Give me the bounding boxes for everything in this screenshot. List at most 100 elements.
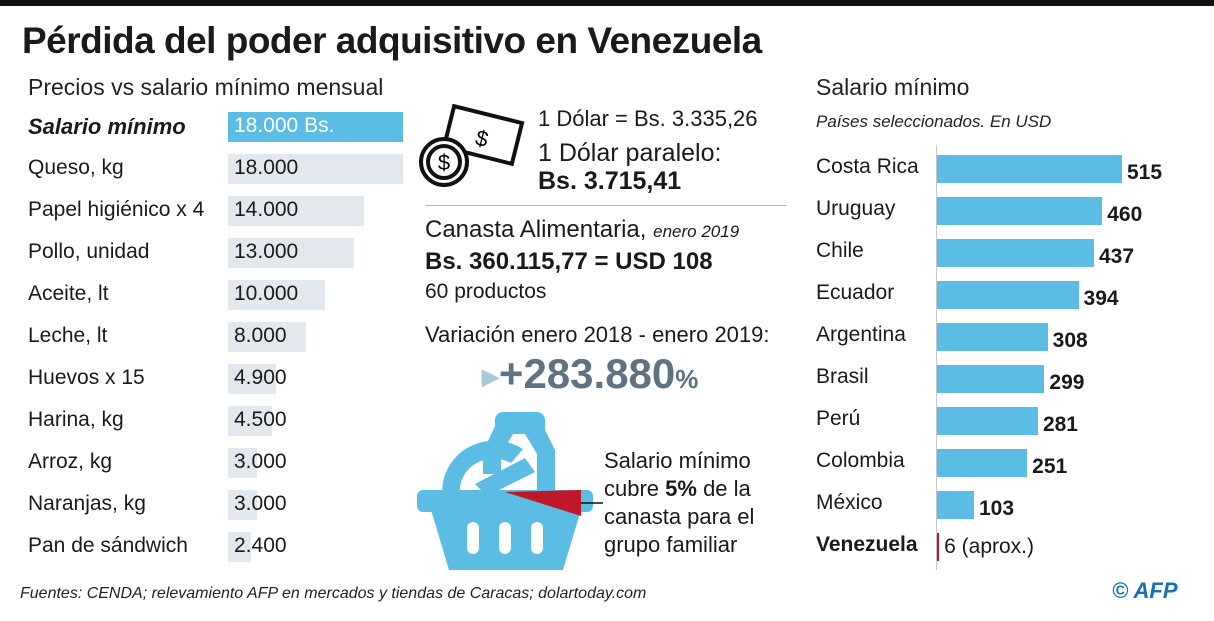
bar <box>228 280 326 310</box>
bar <box>937 491 974 519</box>
bar-row: Ecuador 394 <box>0 281 1214 310</box>
bar <box>937 155 1122 183</box>
bar-label: Naranjas, kg <box>28 492 146 515</box>
bar-label: Pan de sándwich <box>28 534 188 557</box>
bar <box>228 112 403 142</box>
bar-row: Aceite, lt 10.000 <box>0 280 420 310</box>
axis-line <box>936 145 937 570</box>
bar-row: Salario mínimo 18.000 Bs. <box>0 112 420 142</box>
variacion-label: Variación enero 2018 - enero 2019: <box>425 322 770 347</box>
top-rule <box>0 0 1214 6</box>
bar <box>228 490 258 520</box>
bar-value: 3.000 <box>234 450 287 473</box>
bar-label: Harina, kg <box>28 408 124 431</box>
bar-value: 515 <box>1127 161 1163 184</box>
bar-row: Arroz, kg 3.000 <box>0 448 420 478</box>
left-chart-title: Precios vs salario mínimo mensual <box>28 74 384 100</box>
bar-row: Venezuela 6 (aprox.) <box>0 533 1214 561</box>
coverage-note: Salario mínimo cubre 5% de la canasta pa… <box>604 447 754 559</box>
cover-wedge <box>505 490 581 516</box>
right-chart-subtitle: Países seleccionados. En USD <box>816 112 1052 131</box>
cover-percent: 5% <box>665 476 697 501</box>
cover-line-3: canasta para el <box>604 504 755 529</box>
bar-value: 4.500 <box>234 408 287 431</box>
bar-value: 4.900 <box>234 366 287 389</box>
bar-label: Leche, lt <box>28 324 108 347</box>
paralelo-label: 1 Dólar paralelo: <box>538 139 722 167</box>
bar-row: Pan de sándwich 2.400 <box>0 532 420 562</box>
divider <box>425 205 787 206</box>
canasta-label: Canasta Alimentaria, enero 2019 <box>425 216 739 244</box>
bar-label: Queso, kg <box>28 156 124 179</box>
bar-value: 460 <box>1107 203 1143 226</box>
bar-row: Papel higiénico x 4 14.000 <box>0 196 420 226</box>
bar-label: Colombia <box>816 449 905 472</box>
bar-row: Leche, lt 8.000 <box>0 322 420 352</box>
bar-label: México <box>816 491 883 514</box>
bar-value: 394 <box>1083 287 1119 310</box>
bar <box>228 154 403 184</box>
bar-value: 8.000 <box>234 324 287 347</box>
bar-row: Uruguay 460 <box>0 197 1214 226</box>
variacion-value: ▶+283.880% <box>482 350 698 398</box>
bar-label: Argentina <box>816 323 906 346</box>
bar-label: Salario mínimo <box>28 114 186 139</box>
bar <box>937 281 1079 309</box>
bar-label: Uruguay <box>816 197 896 220</box>
bar-row: Perú 281 <box>0 407 1214 436</box>
cover-text: de la <box>696 476 751 501</box>
dolar-rate: 1 Dólar = Bs. 3.335,26 <box>538 106 758 131</box>
money-icon: $ $ <box>419 104 525 187</box>
canasta-date: enero 2019 <box>653 222 740 241</box>
bar-label: Papel higiénico x 4 <box>28 198 205 221</box>
bar-value: 10.000 <box>234 282 299 305</box>
bar <box>228 238 355 268</box>
bar-value: 6 (aprox.) <box>944 535 1035 558</box>
bar-label: Arroz, kg <box>28 450 113 473</box>
bar-value: 14.000 <box>234 198 299 221</box>
bar-value: 308 <box>1052 329 1088 352</box>
bar-value: 18.000 Bs. <box>234 114 335 137</box>
canasta-text: Canasta Alimentaria, <box>425 216 647 243</box>
source-note: Fuentes: CENDA; relevamiento AFP en merc… <box>20 585 647 602</box>
percent-sign: % <box>675 364 699 394</box>
bar <box>937 239 1094 267</box>
cover-line-2: cubre 5% de la <box>604 475 754 503</box>
bar-row: México 103 <box>0 491 1214 520</box>
bar <box>937 197 1103 225</box>
bar-row: Colombia 251 <box>0 449 1214 478</box>
bar-row: Argentina 308 <box>0 323 1214 352</box>
bar-row: Harina, kg 4.500 <box>0 406 420 436</box>
bar-row: Costa Rica 515 <box>0 155 1214 184</box>
bar-row: Chile 437 <box>0 239 1214 268</box>
page-title: Pérdida del poder adquisitivo en Venezue… <box>22 20 762 61</box>
afp-logo: © AFP <box>1112 578 1178 603</box>
bar-row: Brasil 299 <box>0 365 1214 394</box>
right-chart-title: Salario mínimo <box>816 74 970 100</box>
bar <box>228 196 365 226</box>
bar-label: Aceite, lt <box>28 282 109 305</box>
bar-label: Venezuela <box>816 533 918 556</box>
bar-row: Naranjas, kg 3.000 <box>0 490 420 520</box>
bar-value: 437 <box>1098 245 1135 268</box>
bar-label: Perú <box>816 407 861 430</box>
bar-value: 18.000 <box>234 156 299 179</box>
bar <box>937 533 939 561</box>
bar-row: Pollo, unidad 13.000 <box>0 238 420 268</box>
bar-row: Queso, kg 18.000 <box>0 154 420 184</box>
bar-value: 3.000 <box>234 492 287 515</box>
bar-label: Huevos x 15 <box>28 366 145 389</box>
svg-text:$: $ <box>473 125 491 152</box>
triangle-icon: ▶ <box>482 363 499 389</box>
bar <box>937 407 1038 435</box>
bar <box>937 365 1045 393</box>
bar-label: Ecuador <box>816 281 895 304</box>
bar-label: Chile <box>816 239 864 262</box>
svg-text:$: $ <box>438 150 450 175</box>
bar <box>228 406 272 436</box>
cover-line-1: Salario mínimo <box>604 448 751 473</box>
bar-value: 13.000 <box>234 240 299 263</box>
cover-text: cubre <box>604 476 666 501</box>
bar <box>937 323 1048 351</box>
bar <box>937 449 1028 477</box>
